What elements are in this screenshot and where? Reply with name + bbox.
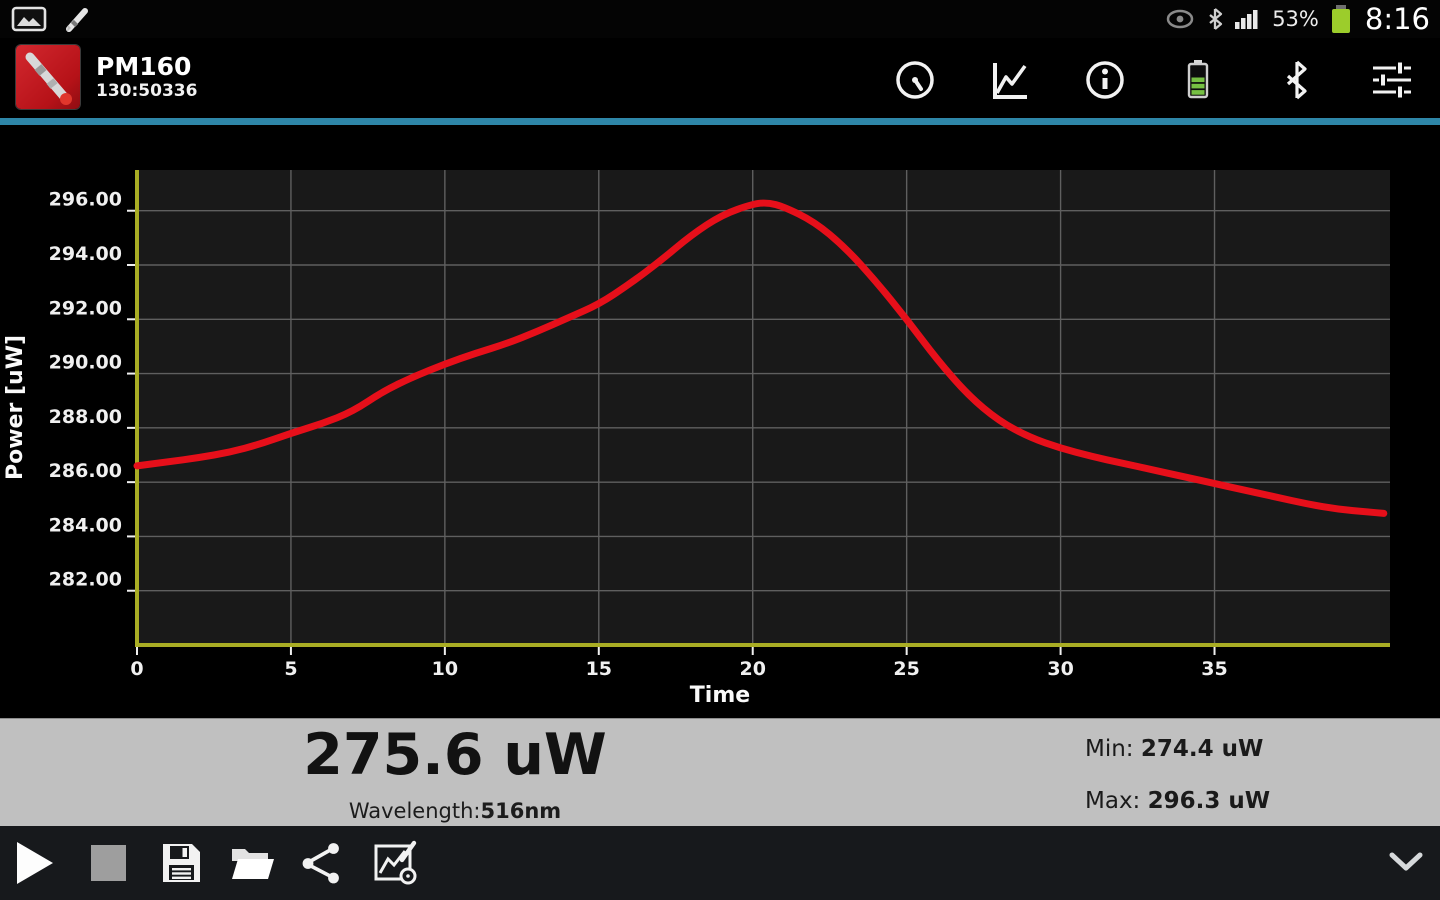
share-button[interactable] <box>299 839 347 887</box>
accent-divider <box>0 118 1440 125</box>
wavelength-value: 516nm <box>480 799 562 823</box>
svg-text:25: 25 <box>893 658 919 680</box>
bluetooth-icon <box>1209 8 1223 30</box>
chevron-down-icon[interactable] <box>1386 852 1426 876</box>
svg-text:288.00: 288.00 <box>49 406 122 428</box>
battery-icon <box>1331 5 1350 33</box>
status-right: 53% 8:16 <box>1165 4 1430 34</box>
play-button[interactable] <box>12 839 60 887</box>
screenshot-icon <box>11 6 47 32</box>
battery-icon[interactable] <box>1174 56 1222 104</box>
save-button[interactable] <box>157 839 205 887</box>
svg-text:0: 0 <box>130 658 143 680</box>
toolbar <box>0 826 1440 900</box>
page-title: PM160 <box>96 51 192 81</box>
svg-text:Power [uW]: Power [uW] <box>3 335 28 480</box>
battery-percent: 53% <box>1272 6 1319 31</box>
min-label: Min: <box>1085 736 1134 762</box>
max-reading: Max: 296.3 uW <box>1085 788 1270 818</box>
app-bar: PM160 130:50336 <box>0 38 1440 118</box>
svg-text:282.00: 282.00 <box>49 569 122 591</box>
open-folder-button[interactable] <box>228 839 276 887</box>
max-label: Max: <box>1085 788 1141 814</box>
app-titles: PM160 130:50336 <box>96 51 198 101</box>
info-icon[interactable] <box>1081 56 1129 104</box>
min-value: 274.4 uW <box>1140 736 1264 762</box>
chart-settings-button[interactable] <box>372 839 420 887</box>
min-reading: Min: 274.4 uW <box>1085 736 1270 766</box>
stop-button[interactable] <box>84 839 132 887</box>
settings-sliders-icon[interactable] <box>1368 56 1416 104</box>
max-value: 296.3 uW <box>1147 788 1271 814</box>
app-home[interactable]: PM160 130:50336 <box>16 45 197 109</box>
svg-text:10: 10 <box>432 658 458 680</box>
power-meter-probe-icon <box>16 45 80 109</box>
svg-text:286.00: 286.00 <box>49 460 122 482</box>
power-reading: 275.6 uW <box>303 722 607 788</box>
svg-text:20: 20 <box>739 658 765 680</box>
svg-text:15: 15 <box>586 658 612 680</box>
power-chart[interactable]: 282.00 284.00 286.00 288.00 290.00 292.00 294.… <box>0 125 1440 718</box>
svg-text:292.00: 292.00 <box>49 297 122 319</box>
chart-area: 282.00 284.00 286.00 288.00 290.00 292.00 294.… <box>0 125 1440 718</box>
readout-panel: 275.6 uW Wavelength:516nm Min: 274.4 uW … <box>0 718 1440 826</box>
smart-stay-icon <box>1166 9 1194 29</box>
gauge-icon[interactable] <box>891 56 939 104</box>
svg-text:284.00: 284.00 <box>49 514 122 536</box>
svg-text:294.00: 294.00 <box>49 243 122 265</box>
clock: 8:16 <box>1364 1 1430 36</box>
svg-text:290.00: 290.00 <box>49 352 122 374</box>
status-left <box>10 4 92 34</box>
chart-icon[interactable] <box>986 56 1034 104</box>
wavelength-label: Wavelength: <box>348 799 481 823</box>
svg-text:5: 5 <box>284 658 297 680</box>
status-bar: 53% 8:16 <box>0 0 1440 38</box>
svg-text:Time: Time <box>690 683 750 708</box>
minmax-block: Min: 274.4 uW Max: 296.3 uW <box>1085 736 1270 840</box>
signal-icon <box>1235 10 1258 29</box>
device-serial: 130:50336 <box>96 80 198 101</box>
svg-text:296.00: 296.00 <box>49 189 122 211</box>
wavelength-reading: Wavelength:516nm <box>0 799 910 823</box>
bluetooth-icon[interactable] <box>1273 56 1321 104</box>
svg-text:35: 35 <box>1201 658 1227 680</box>
svg-text:30: 30 <box>1047 658 1073 680</box>
stylus-icon <box>66 8 88 32</box>
